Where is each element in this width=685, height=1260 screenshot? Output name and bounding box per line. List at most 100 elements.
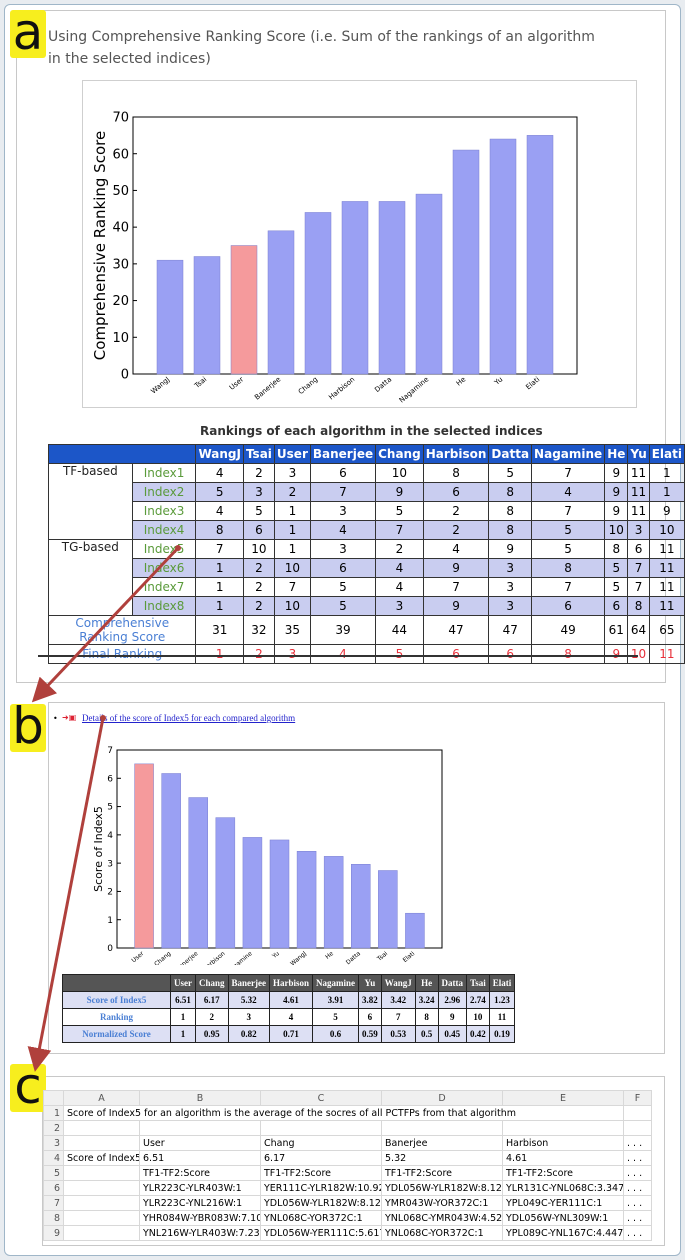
index-label: Index4 [131,520,197,540]
summary-cell: 6 [422,644,490,664]
rank-cell: 8 [488,482,533,502]
bar-user [230,245,258,375]
rank-cell: 1 [273,520,311,540]
sheet-cell[interactable]: YNL068C-YOR372C:1 [381,1225,503,1241]
group-label: TF-based [48,463,133,540]
rank-cell: 6 [422,482,490,502]
sheet-cell[interactable]: . . . [623,1165,652,1181]
value-cell: 1 [170,1025,196,1043]
rank-cell: 3 [488,596,533,616]
summary-cell: 1 [195,644,244,664]
table-header-row: User Chang Banerjee Harbison Nagamine Yu WangJ… [62,974,516,992]
column-letter-c[interactable]: C [260,1090,382,1106]
column-header: Datta [488,444,533,464]
value-cell: 3.82 [358,991,382,1009]
arrow-details-to-c [27,717,105,1072]
bar-harbison [215,817,236,949]
group-label: TG-based [48,539,133,616]
value-cell: 0.5 [414,1025,439,1043]
rank-cell: 10 [604,520,629,540]
y-tick-label: 60 [112,147,129,162]
summary-cell: 11 [648,644,685,664]
bar-elati [405,912,425,949]
y-tick-label: 0 [121,368,129,383]
bullet-dot: • [53,714,58,723]
index-label: Index2 [131,482,197,502]
rank-cell: 4 [422,539,490,559]
row-number[interactable]: 3 [43,1135,64,1151]
y-tick-label: 30 [112,257,129,272]
column-letter-d[interactable]: D [381,1090,503,1106]
sheet-row: 9 YNL216W-YLR403W:7.237 YDL056W-YER111C:5.… [43,1225,652,1241]
sheet-cell[interactable]: . . . [623,1225,652,1241]
value-cell: 0.95 [195,1025,229,1043]
row-number[interactable]: 9 [43,1225,64,1241]
chart-a-box: 0 10 20 30 40 50 60 70 WangJ Tsai User Banerjee Chan… [82,80,637,408]
table-row: Normalized Score 1 0.95 0.82 0.71 0.6 0.59 0.53… [62,1025,516,1043]
bar-nagamine [242,837,263,949]
column-header: User [170,974,196,992]
bar-he [452,149,480,375]
bar-tsai [378,870,398,949]
bar-yu [489,138,517,375]
sheet-corner[interactable] [43,1090,64,1106]
row-number[interactable]: 4 [43,1150,64,1166]
y-axis-label: Comprehensive Ranking Score [91,131,109,360]
summary-row: Final Ranking 1 2 3 4 5 6 6 8 9 10 11 [47,644,685,664]
details-link[interactable]: Details of the score of Index5 for each … [82,713,296,723]
rank-cell: 10 [648,520,685,540]
y-tick-label: 70 [112,111,129,126]
rank-cell: 10 [375,463,424,483]
sheet-cell[interactable]: YNL216W-YLR403W:7.237 [139,1225,261,1241]
rank-cell: 2 [273,482,311,502]
summary-cell: 39 [309,615,377,645]
rank-cell: 1 [195,596,244,616]
table-row: Index3 4 5 1 3 5 2 8 7 9 11 9 [49,501,685,521]
rank-cell: 8 [488,520,533,540]
y-tick-label: 20 [112,294,129,309]
summary-cell: 47 [488,615,533,645]
summary-cell: 65 [648,615,685,645]
table-row: Ranking 1 2 3 4 5 6 7 8 9 10 11 [62,1008,516,1026]
value-cell: 0.82 [227,1025,271,1043]
table-a-title: Rankings of each algorithm in the select… [200,424,543,438]
y-tick-label: 50 [112,184,129,199]
column-header: Nagamine [312,974,360,992]
rank-cell: 6 [309,558,377,578]
summary-label: Comprehensive Ranking Score [47,615,197,645]
summary-cell: 31 [195,615,244,645]
panel-a-letter: a [10,7,46,58]
table-row: TF-based Index1 4 2 3 6 10 8 5 7 9 11 1 [48,463,685,540]
value-cell: 3.24 [414,991,439,1009]
y-tick-label: 5 [107,803,113,813]
rank-cell: 3 [627,520,650,540]
bar-banerjee [267,230,295,375]
summary-cell: 32 [242,615,275,645]
summary-cell: 10 [627,644,650,664]
value-cell: 5.32 [227,991,271,1009]
rank-cell: 11 [648,596,685,616]
row-number[interactable]: 7 [43,1195,64,1211]
rank-cell: 3 [488,558,533,578]
column-header: Harbison [268,974,314,992]
column-header: WangJ [380,974,416,992]
arrow-origin-a [175,545,181,551]
bar-datta [378,201,406,375]
column-header: Elati [648,444,685,464]
rank-cell: 4 [531,482,606,502]
rank-cell: 6 [531,596,606,616]
summary-cell: 8 [531,644,606,664]
column-letter-b[interactable]: B [139,1090,261,1106]
rank-cell: 11 [627,501,650,521]
column-header: Nagamine [531,444,606,464]
rankings-table: WangJ Tsai User Banerjee Chang Harbison Datta N… [47,444,685,664]
rank-cell: 8 [195,520,244,540]
summary-cell: 2 [242,644,275,664]
value-cell: 8 [414,1008,439,1026]
panel-b-letter: b [10,701,46,752]
y-tick-label: 3 [107,859,113,869]
expand-icon[interactable]: ➜▣ [62,713,77,722]
column-letter-e[interactable]: E [502,1090,624,1106]
